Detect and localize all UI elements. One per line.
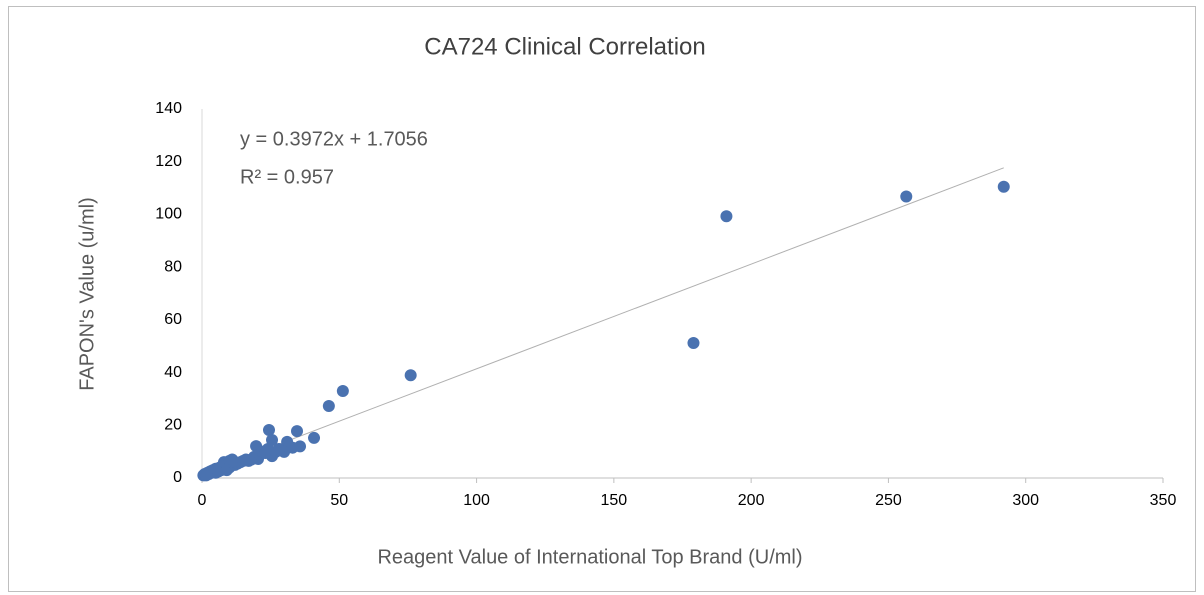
y-tick-label: 80 [164,258,182,275]
trendline [203,167,1004,474]
y-tick-label: 0 [173,469,182,486]
x-tick-label: 250 [875,492,902,509]
scatter-point [900,190,913,203]
scatter-point [404,369,417,382]
trend-equation: y = 0.3972x + 1.7056 [240,128,428,150]
x-tick-label: 150 [601,492,628,509]
y-tick-label: 120 [155,153,182,170]
y-tick-label: 60 [164,311,182,328]
scatter-point [336,385,349,398]
y-tick-label: 140 [155,100,182,117]
scatter-point [266,434,279,447]
trend-r-squared: R² = 0.957 [240,166,334,188]
chart-frame [8,6,1196,592]
x-tick-label: 350 [1150,492,1177,509]
scatter-point [286,441,299,454]
x-tick-label: 50 [330,492,348,509]
x-tick-label: 100 [463,492,490,509]
y-tick-label: 20 [164,417,182,434]
y-tick-label: 40 [164,364,182,381]
y-axis-title: FAPON's Value (u/ml) [76,197,98,391]
scatter-point [272,443,285,456]
scatter-point [720,210,733,223]
scatter-point [997,180,1010,193]
x-tick-label: 0 [198,492,207,509]
x-axis-title: Reagent Value of International Top Brand… [377,546,802,568]
scatter-point [291,425,304,438]
y-tick-label: 100 [155,206,182,223]
scatter-point [687,337,700,350]
scatter-point [322,400,335,413]
x-tick-label: 300 [1012,492,1039,509]
chart-title: CA724 Clinical Correlation [424,33,705,60]
scatter-point [308,431,321,444]
x-tick-label: 200 [738,492,765,509]
scatter-point [262,424,275,437]
